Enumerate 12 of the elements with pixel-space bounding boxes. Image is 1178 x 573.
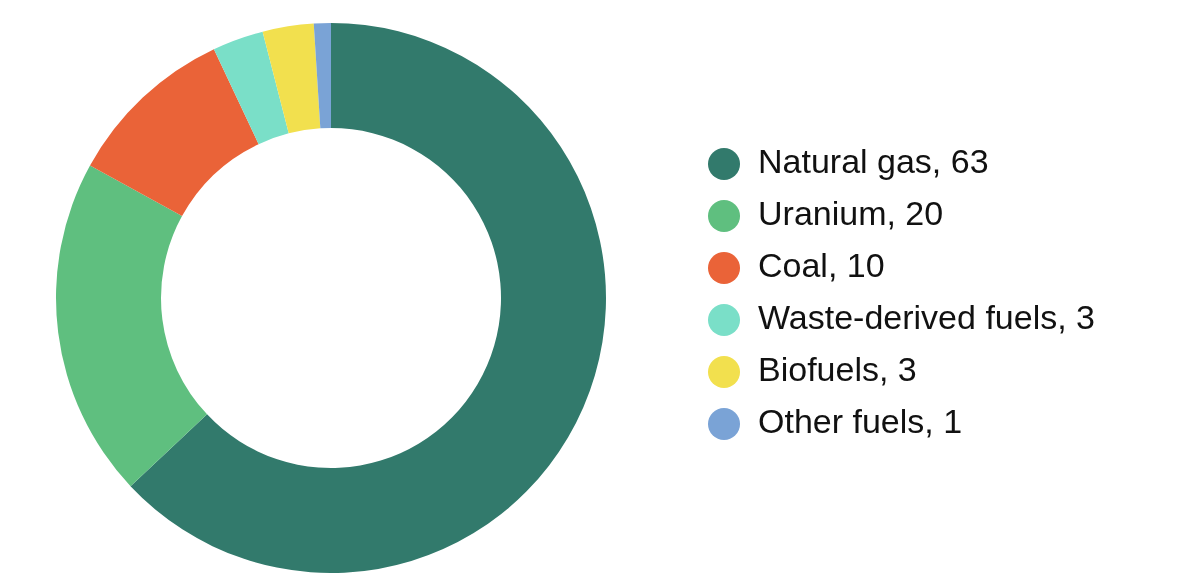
donut-slice bbox=[213, 31, 289, 145]
legend-label: Natural gas, 63 bbox=[758, 141, 989, 180]
legend-label: Waste-derived fuels, 3 bbox=[758, 297, 1095, 336]
donut-slice bbox=[130, 23, 606, 573]
donut-slice bbox=[313, 23, 331, 129]
legend-label: Other fuels, 1 bbox=[758, 401, 963, 440]
legend-label: Uranium, 20 bbox=[758, 193, 944, 232]
donut-slice bbox=[262, 23, 321, 134]
donut-slice bbox=[90, 49, 259, 217]
legend-label: Biofuels, 3 bbox=[758, 349, 917, 388]
donut-slice bbox=[56, 165, 208, 487]
legend-label: Coal, 10 bbox=[758, 245, 885, 284]
